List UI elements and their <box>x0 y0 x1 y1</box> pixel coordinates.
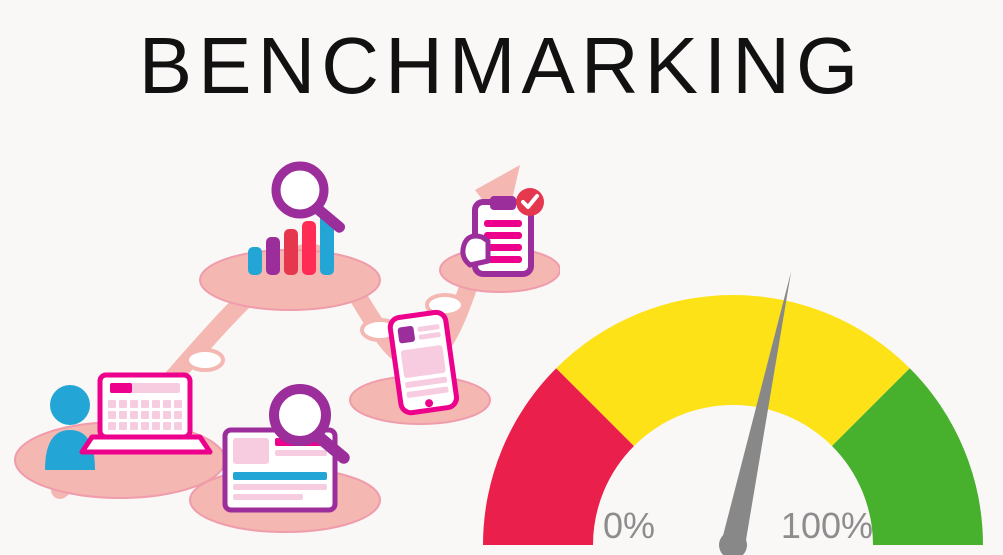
gauge: 0% 100% <box>473 255 993 555</box>
laptop-icon <box>82 375 210 452</box>
barchart-icon <box>248 213 334 275</box>
phone-icon <box>389 311 458 414</box>
page-title: BENCHMARKING <box>0 20 1003 112</box>
gauge-max-label: 100% <box>781 505 873 547</box>
gauge-min-label: 0% <box>603 505 655 547</box>
check-badge-icon <box>516 188 544 216</box>
person-icon <box>50 385 90 425</box>
path-node <box>187 350 223 370</box>
